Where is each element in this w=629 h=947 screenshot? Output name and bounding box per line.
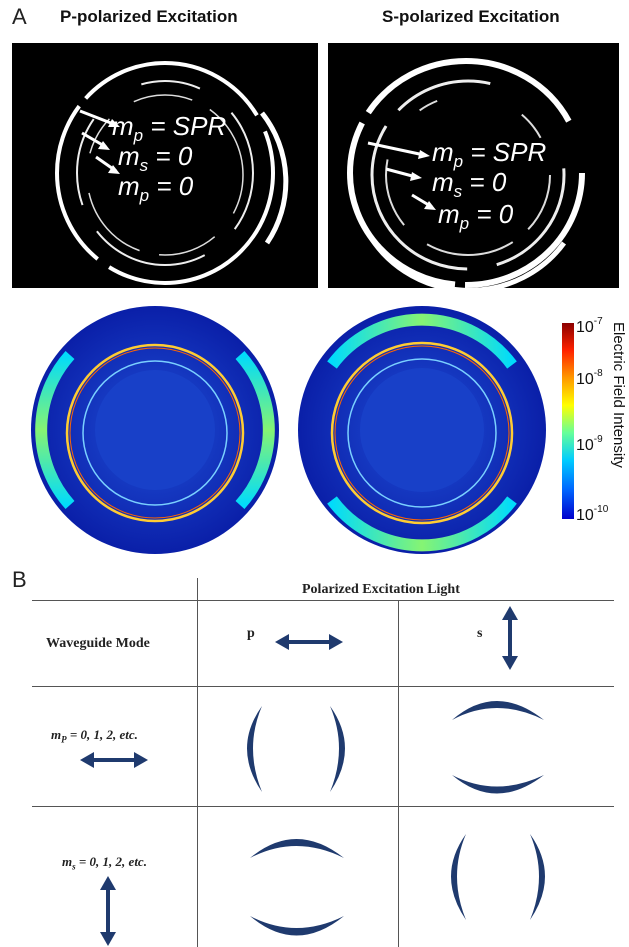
- p-polarized-title: P-polarized Excitation: [60, 7, 238, 26]
- row-mp-label: mP = 0, 1, 2, etc.: [51, 727, 138, 745]
- polarized-excitation-header: Polarized Excitation Light: [302, 582, 460, 597]
- p-polarized-simulation: [31, 306, 279, 554]
- s-ring-image: [347, 58, 585, 288]
- panel-b-letter: B: [12, 567, 27, 592]
- colorbar: [562, 323, 574, 519]
- waveguide-mode-header: Waveguide Mode: [46, 636, 150, 651]
- s-polarized-simulation: [298, 306, 546, 554]
- colorbar-tick-1e-9: 10-9: [576, 434, 603, 454]
- s-polarized-title: S-polarized Excitation: [382, 7, 560, 26]
- s-polarized-micrograph: mp = SPR ms = 0 mp = 0: [328, 43, 619, 288]
- colorbar-tick-1e-10: 10-10: [576, 504, 609, 524]
- crescent-p-row1-right: [330, 706, 345, 792]
- mode-label-mp-spr-s: mp = SPR: [432, 137, 547, 171]
- crescent-s-row2-left: [451, 834, 466, 920]
- crescent-s-row1-bottom: [452, 775, 544, 794]
- crescent-p-row2-top: [250, 839, 344, 858]
- panel-a-letter: A: [12, 4, 27, 29]
- mode-label-ms-0: ms = 0: [118, 141, 193, 175]
- row-ms-label: ms = 0, 1, 2, etc.: [62, 854, 147, 872]
- table-col-divider-1: [197, 578, 198, 947]
- col-p-label: p: [247, 626, 255, 641]
- mode-label-ms-0-s: ms = 0: [432, 167, 507, 201]
- colorbar-tick-1e-8: 10-8: [576, 368, 603, 388]
- colorbar-tick-1e-7: 10-7: [576, 316, 603, 336]
- mode-label-mp-0: mp = 0: [118, 171, 194, 205]
- mode-label-mp-0-s: mp = 0: [438, 199, 514, 233]
- crescent-p-row1-left: [247, 706, 262, 792]
- crescent-s-row1-top: [452, 701, 544, 720]
- crescent-s-row2-right: [530, 834, 545, 920]
- table-hline-2: [32, 686, 614, 687]
- crescent-p-row2-bottom: [250, 916, 344, 936]
- mode-label-mp-spr: mp = SPR: [112, 111, 227, 145]
- table-col-divider-2: [398, 600, 399, 947]
- p-polarized-micrograph: mp = SPR ms = 0 mp = 0: [12, 43, 318, 288]
- table-hline-1: [32, 600, 614, 601]
- p-ring-image: [55, 61, 289, 285]
- table-hline-3: [32, 806, 614, 807]
- col-s-label: s: [477, 626, 483, 641]
